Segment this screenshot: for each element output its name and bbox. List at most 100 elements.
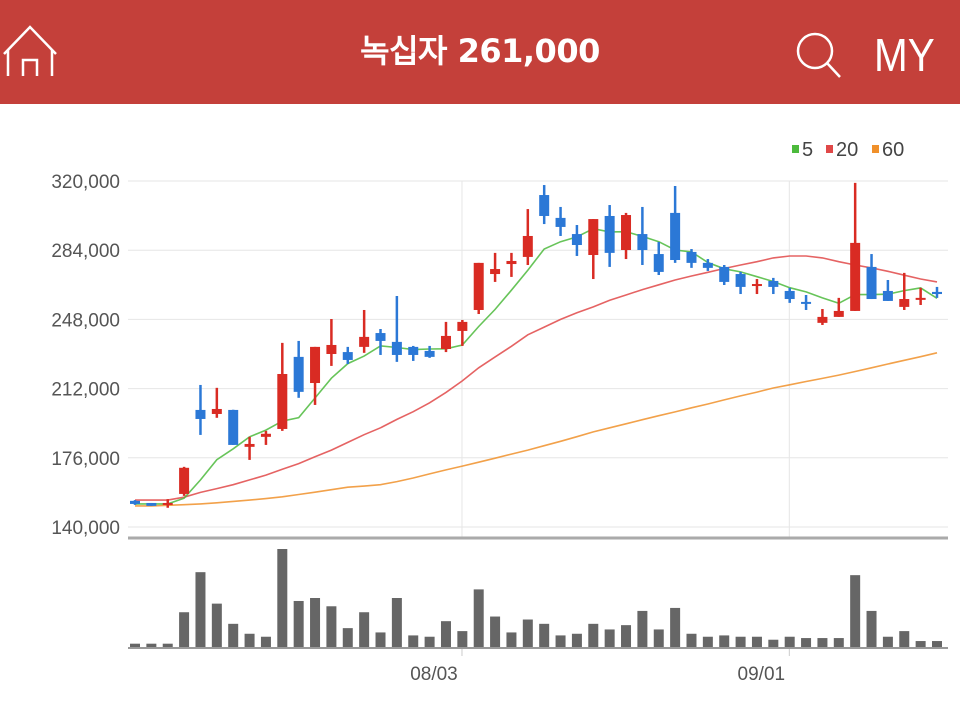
- search-button[interactable]: [794, 30, 844, 80]
- volume-bar: [375, 632, 386, 647]
- candle-body: [817, 316, 828, 323]
- candle-body: [784, 290, 795, 300]
- y-tick-label: 140,000: [51, 518, 120, 539]
- volume-bar: [784, 636, 795, 647]
- y-tick-label: 284,000: [51, 241, 120, 262]
- y-tick-label: 212,000: [51, 380, 120, 401]
- y-tick-label: 248,000: [51, 310, 120, 331]
- candle-body: [359, 336, 370, 347]
- candle: [604, 205, 615, 267]
- candle-body: [473, 262, 484, 310]
- volume-bar: [473, 589, 484, 647]
- candle: [735, 271, 746, 295]
- candle: [359, 309, 370, 353]
- candle-body: [440, 335, 451, 350]
- legend-swatch: [872, 145, 879, 153]
- volume-bar: [162, 643, 173, 647]
- volume-bar: [735, 636, 746, 647]
- candle-body: [539, 195, 550, 216]
- candle-body: [391, 341, 402, 355]
- volume-bar: [179, 612, 190, 647]
- candle-body: [735, 274, 746, 287]
- candle-body: [670, 212, 681, 261]
- volume-bar: [408, 635, 419, 647]
- y-tick-label: 320,000: [51, 172, 120, 193]
- candle: [637, 206, 648, 266]
- candle: [179, 466, 190, 496]
- volume-bar: [506, 632, 517, 647]
- volume-bar: [653, 629, 664, 647]
- volume-bar: [211, 603, 222, 647]
- volume-bar: [571, 633, 582, 647]
- volume-bar: [702, 636, 713, 647]
- volume-bar: [768, 639, 779, 647]
- candle-body: [768, 280, 779, 287]
- candle-body: [506, 260, 517, 265]
- candle-body: [588, 219, 599, 256]
- volume-bar: [882, 636, 893, 647]
- candle: [899, 272, 910, 310]
- volume-bar: [457, 631, 468, 647]
- candle: [670, 185, 681, 263]
- candle: [490, 252, 501, 282]
- candle: [555, 206, 566, 236]
- volume-bar: [801, 638, 812, 647]
- volume-bar: [228, 623, 239, 647]
- my-page-button[interactable]: MY: [874, 29, 935, 81]
- candle-body: [130, 500, 140, 504]
- candle-body: [179, 467, 190, 494]
- candle: [408, 345, 419, 361]
- page-title: 녹십자 261,000: [360, 32, 600, 70]
- legend-swatch: [792, 145, 799, 153]
- y-tick-label: 176,000: [51, 449, 120, 470]
- candle-body: [490, 269, 501, 275]
- candle-body: [850, 242, 861, 311]
- candle: [130, 500, 140, 505]
- candle-body: [228, 409, 239, 445]
- candle: [686, 249, 697, 268]
- candle-body: [195, 409, 206, 419]
- volume-bar: [833, 638, 844, 647]
- candle: [932, 286, 942, 298]
- candle-body: [310, 346, 321, 384]
- candle: [293, 340, 304, 398]
- volume-bar: [817, 638, 828, 647]
- volume-bar: [866, 610, 877, 647]
- axes: 140,000 176,000 212,000 248,000 284,000 320,0…: [51, 172, 948, 685]
- candle: [539, 185, 550, 225]
- home-button[interactable]: [0, 24, 62, 80]
- volume-bar: [899, 631, 910, 647]
- candle-body: [637, 234, 648, 251]
- candle-body: [604, 215, 615, 253]
- volume-bar: [850, 575, 861, 647]
- volume-bar: [915, 641, 926, 647]
- volume-bar: [293, 600, 304, 647]
- candle: [473, 262, 484, 315]
- volume-bar: [310, 598, 321, 647]
- volume-bar: [670, 607, 681, 647]
- candle-body: [244, 443, 255, 447]
- volume-bar: [195, 572, 206, 647]
- candle-body: [260, 433, 271, 437]
- candle: [702, 259, 713, 271]
- volume-bar: [440, 621, 451, 647]
- candle-body: [571, 234, 582, 246]
- stock-chart: 5 20 60 140,000 176,000 212,000 248,000 284,00…: [51, 139, 948, 685]
- candle-body: [342, 352, 353, 360]
- candle: [850, 182, 861, 311]
- candle: [915, 287, 926, 305]
- candle-body: [686, 251, 697, 263]
- candle: [195, 384, 206, 435]
- home-icon: [3, 25, 57, 76]
- candle: [784, 287, 795, 303]
- candle-body: [555, 217, 566, 227]
- volume-bar: [391, 598, 402, 647]
- search-icon: [796, 32, 841, 78]
- volume-bar: [130, 643, 140, 647]
- candle: [522, 209, 533, 266]
- candle-body: [899, 299, 910, 307]
- candle: [621, 212, 632, 260]
- candle-body: [146, 502, 157, 506]
- volume-bar: [342, 628, 353, 647]
- candle-body: [375, 333, 386, 341]
